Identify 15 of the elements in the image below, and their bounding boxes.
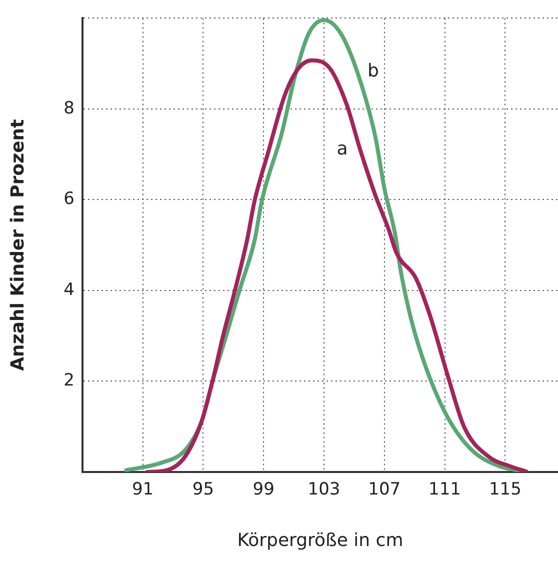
x-tick-label: 95	[192, 480, 214, 500]
y-axis-title: Anzahl Kinder in Prozent	[7, 118, 28, 371]
x-tick-label: 111	[428, 480, 461, 500]
series-label: a	[336, 138, 348, 160]
x-tick-label: 115	[488, 480, 522, 500]
y-tick-label: 4	[64, 280, 74, 300]
y-tick-label: 6	[64, 189, 74, 210]
x-tick-label: 91	[132, 480, 154, 500]
y-tick-label: 8	[64, 98, 74, 118]
x-tick-label: 107	[368, 480, 401, 500]
y-tick-label: 2	[64, 370, 74, 391]
x-tick-label: 99	[252, 480, 274, 500]
x-axis-title: Körpergröße in cm	[237, 530, 404, 551]
series-label: b	[367, 60, 379, 82]
x-tick-label: 103	[308, 480, 340, 500]
